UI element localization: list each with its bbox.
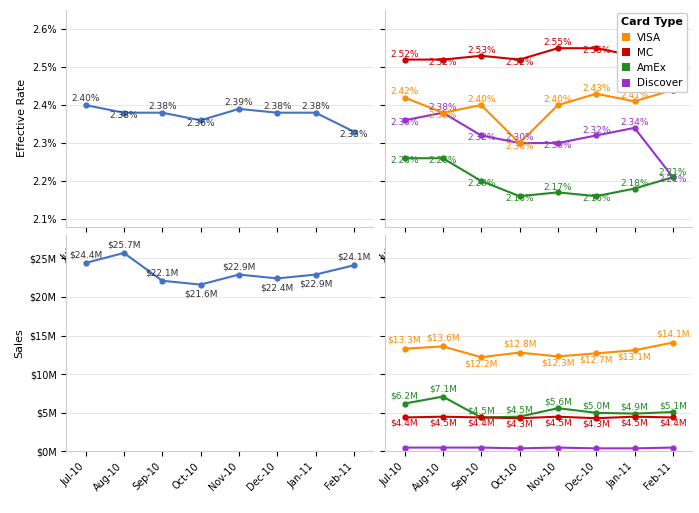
Text: 2.53%: 2.53% <box>620 46 649 55</box>
Text: 2.52%: 2.52% <box>390 50 419 58</box>
Text: $0.4M: $0.4M <box>0 512 1 513</box>
Text: $5.1M: $5.1M <box>659 401 687 410</box>
Text: $14.1M: $14.1M <box>656 329 690 339</box>
Text: $4.4M: $4.4M <box>659 419 686 428</box>
Text: $4.5M: $4.5M <box>544 418 572 427</box>
Text: $22.1M: $22.1M <box>145 268 179 278</box>
Text: $0.4M: $0.4M <box>0 512 1 513</box>
Text: 2.16%: 2.16% <box>582 194 610 203</box>
Text: 2.20%: 2.20% <box>467 179 496 188</box>
Text: $0.5M: $0.5M <box>0 512 1 513</box>
Text: 2.16%: 2.16% <box>505 194 534 203</box>
Y-axis label: Effective Rate: Effective Rate <box>17 80 27 157</box>
Text: 2.36%: 2.36% <box>390 118 419 127</box>
Text: $24.1M: $24.1M <box>337 253 370 262</box>
Text: $4.4M: $4.4M <box>391 419 418 428</box>
Text: $12.7M: $12.7M <box>579 356 613 365</box>
Text: 2.33%: 2.33% <box>340 130 368 139</box>
Text: 2.26%: 2.26% <box>390 156 419 165</box>
Text: 2.30%: 2.30% <box>505 133 534 143</box>
Text: $4.9M: $4.9M <box>621 403 649 412</box>
Text: 2.53%: 2.53% <box>467 46 496 55</box>
Text: $21.6M: $21.6M <box>184 289 217 298</box>
Text: $12.8M: $12.8M <box>503 340 536 348</box>
Text: $4.5M: $4.5M <box>621 418 649 427</box>
Text: $13.6M: $13.6M <box>426 333 460 342</box>
Text: $5.6M: $5.6M <box>544 398 572 406</box>
Text: $13.3M: $13.3M <box>388 336 421 345</box>
Text: 2.26%: 2.26% <box>428 156 457 165</box>
Text: 2.32%: 2.32% <box>582 126 610 135</box>
Text: $4.5M: $4.5M <box>429 418 456 427</box>
Text: $0.5M: $0.5M <box>0 512 1 513</box>
Text: $22.9M: $22.9M <box>222 262 256 271</box>
Text: $4.5M: $4.5M <box>505 406 533 415</box>
Text: $13.1M: $13.1M <box>618 352 651 362</box>
Text: $12.3M: $12.3M <box>541 359 575 368</box>
Text: $6.2M: $6.2M <box>391 392 419 401</box>
Y-axis label: Sales: Sales <box>14 328 24 358</box>
Text: 2.44%: 2.44% <box>658 79 687 88</box>
Text: 2.17%: 2.17% <box>544 183 572 192</box>
Text: 2.30%: 2.30% <box>544 141 572 150</box>
Text: 2.44%: 2.44% <box>658 80 687 89</box>
Text: $4.3M: $4.3M <box>505 420 533 429</box>
Text: 2.42%: 2.42% <box>390 88 419 96</box>
Text: 2.52%: 2.52% <box>428 57 457 67</box>
Text: $0.5M: $0.5M <box>0 512 1 513</box>
Text: $22.9M: $22.9M <box>299 279 332 288</box>
Text: $12.2M: $12.2M <box>465 360 498 368</box>
Text: 2.38%: 2.38% <box>148 102 177 111</box>
Text: $22.4M: $22.4M <box>261 283 294 292</box>
Text: 2.38%: 2.38% <box>428 103 457 112</box>
Text: 2.52%: 2.52% <box>505 57 534 67</box>
Text: 2.30%: 2.30% <box>505 142 534 151</box>
Text: 2.40%: 2.40% <box>467 95 496 104</box>
Text: 2.18%: 2.18% <box>620 179 649 188</box>
Text: 2.43%: 2.43% <box>582 84 610 93</box>
Text: $4.3M: $4.3M <box>582 420 610 429</box>
Text: 2.38%: 2.38% <box>110 111 138 120</box>
Text: 2.55%: 2.55% <box>544 38 572 47</box>
Text: $5.0M: $5.0M <box>582 402 610 411</box>
Text: 2.21%: 2.21% <box>658 168 687 176</box>
Text: 2.55%: 2.55% <box>582 46 610 55</box>
Text: 2.21%: 2.21% <box>658 175 687 184</box>
Text: $4.5M: $4.5M <box>468 407 495 416</box>
Text: $24.4M: $24.4M <box>69 250 102 260</box>
Text: $4.4M: $4.4M <box>468 419 495 428</box>
Text: 2.36%: 2.36% <box>186 119 215 128</box>
Text: 2.32%: 2.32% <box>467 133 496 143</box>
Text: 2.38%: 2.38% <box>428 111 457 120</box>
Text: 2.41%: 2.41% <box>620 91 649 100</box>
Text: 2.39%: 2.39% <box>224 98 253 107</box>
Text: 2.38%: 2.38% <box>301 102 330 111</box>
Text: 2.40%: 2.40% <box>544 95 572 104</box>
Text: $0.5M: $0.5M <box>0 512 1 513</box>
Text: $0.4M: $0.4M <box>0 512 1 513</box>
Text: 2.34%: 2.34% <box>620 118 649 127</box>
Text: 2.40%: 2.40% <box>71 94 100 103</box>
Legend: VISA, MC, AmEx, Discover: VISA, MC, AmEx, Discover <box>617 13 687 92</box>
Text: $0.5M: $0.5M <box>0 512 1 513</box>
Text: $25.7M: $25.7M <box>107 241 140 249</box>
Text: $7.1M: $7.1M <box>429 385 456 394</box>
Text: 2.38%: 2.38% <box>263 102 291 111</box>
